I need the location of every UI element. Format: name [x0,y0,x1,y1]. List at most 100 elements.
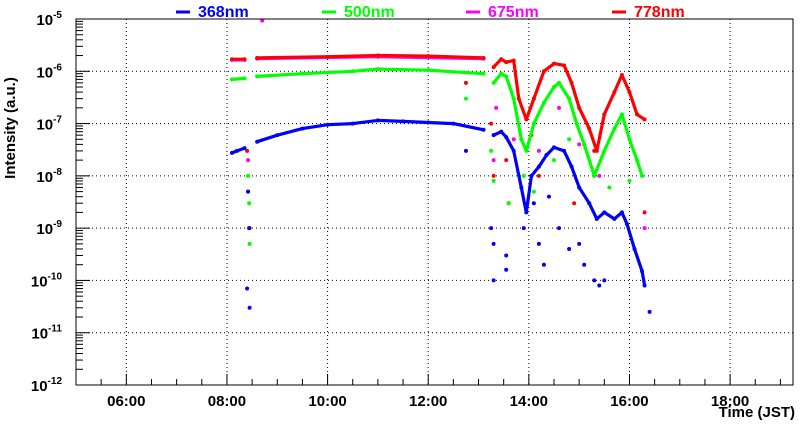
data-point-500nm [229,77,234,82]
scatter-point-368nm [247,226,252,231]
plot-frame [75,18,794,386]
scatter-point-675nm [557,105,562,110]
data-point-778nm [627,90,632,95]
scatter-point-368nm [247,305,252,310]
data-point-778nm [516,96,521,101]
y-tick-label: 10-6 [36,62,62,81]
series-line-500nm [492,72,644,178]
data-point-368nm [375,118,380,123]
scatter-point-675nm [246,158,251,163]
y-tick-label: 10-5 [36,10,62,29]
y-tick-exponent: -11 [48,324,62,335]
data-point-500nm [491,80,496,85]
data-point-368nm [524,210,529,215]
y-tick-label: 10-7 [36,115,62,134]
data-point-500nm [350,69,355,74]
scatter-point-500nm [489,148,494,153]
scatter-point-500nm [247,241,252,246]
y-tick-exponent: -9 [53,219,62,230]
scatter-point-368nm [546,194,551,199]
y-tick-exponent: -12 [48,376,63,387]
scatter-point-368nm [463,148,468,153]
y-axis-label: Intensity (a.u.) [2,77,19,179]
data-point-778nm [635,112,640,117]
scatter-point-778nm [245,148,250,153]
data-point-368nm [255,139,260,144]
data-point-778nm [524,117,529,122]
data-point-368nm [632,246,637,251]
data-point-368nm [401,119,406,124]
scatter-point-368nm [489,226,494,231]
data-point-778nm [229,57,234,62]
data-point-368nm [552,145,556,150]
scatter-point-675nm [491,158,496,163]
data-point-778nm [619,72,624,77]
scatter-point-500nm [521,173,526,178]
series-line-500nm [255,67,486,79]
data-point-500nm [242,76,247,81]
data-point-368nm [242,146,247,151]
scatter-point-500nm [531,189,536,194]
data-point-778nm [541,69,546,74]
data-point-500nm [552,85,556,90]
data-point-778nm [511,58,516,63]
scatter-point-368nm [582,262,587,267]
scatter-point-368nm [597,283,602,288]
data-point-368nm [275,133,280,138]
data-point-500nm [255,74,260,79]
series-368nm [229,118,652,314]
y-tick-base: 10 [36,221,53,238]
data-point-778nm [587,126,592,131]
data-point-778nm [562,63,567,68]
series-500nm [229,67,645,246]
scatter-point-368nm [504,267,509,272]
series-line-500nm [230,76,247,82]
y-tick-exponent: -8 [53,167,62,178]
scatter-point-368nm [531,201,536,206]
data-point-368nm [229,150,234,155]
scatter-point-778nm [463,80,468,85]
data-point-368nm [426,120,431,125]
data-point-500nm [640,173,645,178]
scatter-point-500nm [552,158,556,163]
scatter-point-368nm [245,286,250,291]
data-point-368nm [491,133,496,138]
x-tick-label: 14:00 [510,393,548,410]
data-point-368nm [602,210,607,215]
y-tick-label: 10-10 [31,271,63,290]
y-tick-exponent: -5 [53,10,62,21]
data-point-500nm [524,148,529,153]
y-tick-base: 10 [31,378,48,395]
legend-label-500nm: 500nm [344,4,395,21]
legend: 368nm 500nm 675nm 778nm [176,4,685,21]
data-point-368nm [235,148,240,153]
data-point-778nm [552,61,556,66]
data-point-500nm [375,67,380,72]
data-point-500nm [567,96,572,101]
y-tick-exponent: -6 [53,62,62,73]
scatter-point-778nm [642,210,647,215]
data-point-500nm [557,80,562,85]
data-point-368nm [587,201,592,206]
scatter-point-778nm [489,121,494,126]
y-tick-base: 10 [36,117,53,134]
data-point-368nm [642,283,647,288]
x-tick-label: 10:00 [308,393,346,410]
data-point-368nm [640,269,645,274]
data-point-368nm [612,216,617,221]
data-layer [229,18,652,314]
data-point-368nm [300,126,305,131]
scatter-point-500nm [567,137,572,142]
data-point-500nm [499,71,504,76]
data-point-500nm [619,112,624,117]
data-point-778nm [577,105,582,110]
data-point-368nm [619,210,624,215]
scatter-point-368nm [491,278,496,283]
y-tick-base: 10 [36,169,53,186]
scatter-point-675nm [597,173,602,178]
x-axis-label: Time (JST) [719,404,795,421]
scatter-point-368nm [592,278,597,283]
x-tick-label: 18:00 [711,393,749,410]
data-point-778nm [242,57,247,62]
